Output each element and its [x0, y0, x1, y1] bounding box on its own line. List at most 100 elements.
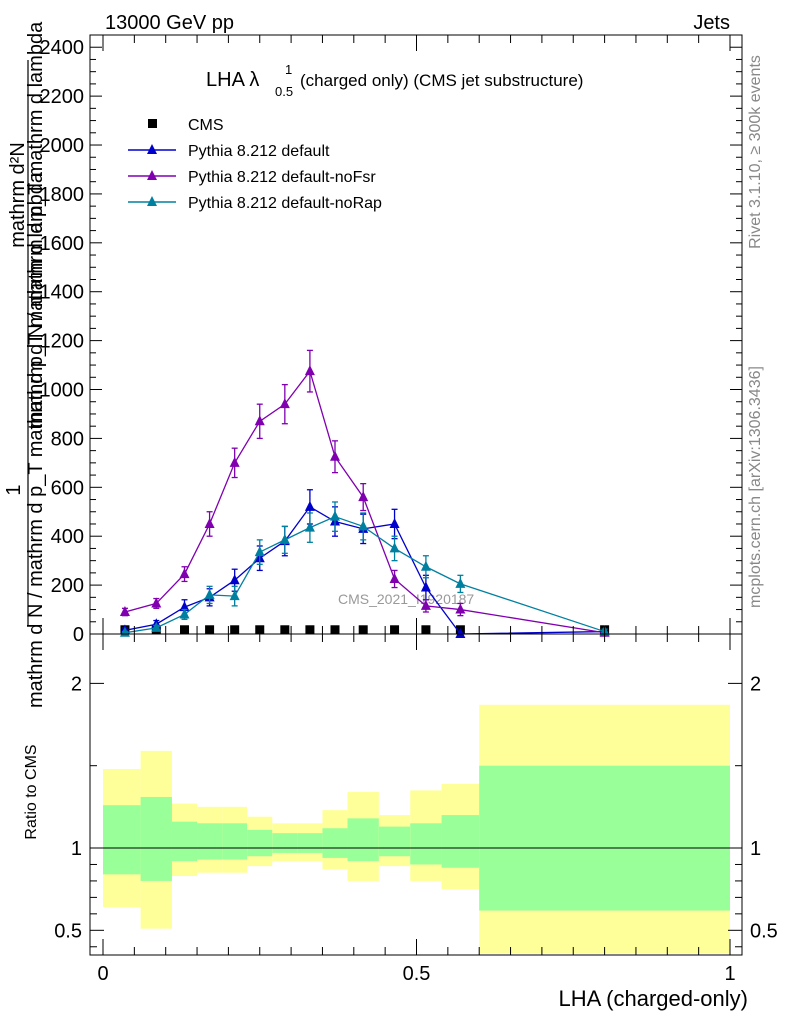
series-2: [119, 349, 610, 637]
data-point: [455, 628, 466, 638]
ratio-band-inner: [222, 823, 248, 860]
data-point: [151, 621, 162, 632]
cms-point: [230, 625, 240, 635]
ratio-band-inner: [197, 823, 223, 860]
legend-marker-nofsr: [147, 170, 157, 180]
series-line: [124, 515, 605, 634]
title-main: LHA λ: [206, 69, 259, 91]
data-point: [119, 605, 130, 616]
main-series: [119, 349, 610, 638]
y-tick-label: 600: [51, 477, 84, 499]
data-point: [455, 577, 466, 588]
data-point: [389, 542, 400, 553]
data-point: [279, 398, 290, 409]
ylabel-num: mathrm d²N: [7, 142, 29, 248]
ylabel-den: mathrm d N / mathrm d p_T mathrm d p_T m…: [25, 171, 47, 708]
analysis-watermark: CMS_2021_I1920187: [338, 591, 474, 607]
y-tick-label: 0: [73, 624, 84, 646]
title-sub: 0.5: [275, 84, 293, 99]
x-tick-label: 0: [97, 963, 108, 985]
series-line: [124, 506, 605, 635]
legend-label-nofsr: Pythia 8.212 default-noFsr: [188, 169, 376, 186]
legend: CMS Pythia 8.212 default Pythia 8.212 de…: [128, 117, 382, 212]
data-point: [151, 597, 162, 608]
cms-point: [390, 625, 400, 635]
title-rest: (charged only) (CMS jet substructure): [300, 71, 583, 90]
data-point: [389, 517, 400, 528]
ratio-ylabel: Ratio to CMS: [23, 744, 40, 839]
ratio-band-inner: [322, 828, 348, 858]
data-point: [229, 574, 240, 585]
y-tick-label: 400: [51, 526, 84, 548]
ratio-y-tick-label-right: 1: [750, 838, 761, 860]
data-point: [420, 599, 431, 610]
ratio-bands: [90, 704, 742, 954]
axes: 0200400600800100012001400160018002000220…: [40, 34, 778, 985]
cms-point: [205, 625, 215, 635]
y-tick-label: 1400: [40, 282, 85, 304]
legend-marker-norap: [147, 196, 157, 206]
mcplots-label: mcplots.cern.ch [arXiv:1306.3436]: [747, 366, 764, 608]
y-axis-label-main: mathrm d N / mathrm d p_T mathrm d lambd…: [3, 21, 47, 708]
cms-point: [330, 625, 340, 635]
data-point: [254, 415, 265, 426]
ratio-band-inner: [441, 815, 480, 868]
x-tick-label: 0.5: [403, 963, 431, 985]
data-point: [455, 603, 466, 614]
y-tick-label: 1800: [40, 184, 85, 206]
ratio-band-inner: [410, 823, 442, 865]
x-tick-label: 1: [724, 963, 735, 985]
data-point: [204, 517, 215, 528]
legend-marker-default: [147, 144, 157, 154]
legend-label-cms: CMS: [188, 117, 224, 134]
data-point: [358, 491, 369, 502]
data-point: [179, 601, 190, 612]
ratio-band-inner: [378, 826, 411, 857]
ratio-y-tick-label-left: 1: [71, 838, 82, 860]
y-tick-label: 1000: [40, 380, 85, 402]
title-sup: 1: [285, 62, 292, 77]
x-axis-label: LHA (charged-only): [558, 986, 748, 1011]
ratio-y-tick-label-left: 2: [71, 673, 82, 695]
data-point: [420, 581, 431, 592]
data-point: [304, 365, 315, 376]
ratio-band-inner: [247, 829, 273, 857]
y-tick-label: 2200: [40, 86, 85, 108]
series-line: [124, 369, 605, 634]
data-point: [420, 560, 431, 571]
plot-title: LHA λ 1 0.5 (charged only) (CMS jet subs…: [206, 62, 583, 99]
cms-point: [280, 625, 290, 635]
cms-point: [421, 625, 431, 635]
ylabel-main: mathrm d N / mathrm d p_T mathrm d lambd…: [25, 21, 47, 428]
ratio-y-tick-label-left: 0.5: [54, 920, 82, 942]
ratio-band-inner: [103, 805, 141, 875]
y-tick-label: 800: [51, 428, 84, 450]
ratio-band-inner: [479, 765, 730, 911]
cms-point: [305, 625, 315, 635]
data-point: [329, 510, 340, 521]
ratio-y-tick-label-right: 2: [750, 673, 761, 695]
data-point: [389, 572, 400, 583]
legend-marker-cms: [148, 119, 157, 128]
ratio-band-inner: [297, 833, 323, 853]
data-point: [179, 608, 190, 619]
ratio-band-inner: [171, 821, 198, 862]
series-3: [119, 501, 610, 637]
data-point: [304, 521, 315, 532]
data-point: [229, 456, 240, 467]
ratio-band-inner: [140, 796, 172, 881]
cms-point: [358, 625, 368, 635]
ratio-y-tick-label-right: 0.5: [750, 920, 778, 942]
cms-point: [180, 625, 190, 635]
ratio-band-inner: [347, 818, 379, 862]
ratio-band-inner: [272, 833, 298, 853]
data-point: [304, 500, 315, 511]
data-point: [279, 533, 290, 544]
y-tick-label: 2400: [40, 37, 85, 59]
energy-label: 13000 GeV pp: [105, 12, 234, 34]
process-label: Jets: [693, 12, 730, 34]
y-tick-label: 2000: [40, 135, 85, 157]
y-tick-label: 1200: [40, 331, 85, 353]
data-point: [254, 546, 265, 557]
